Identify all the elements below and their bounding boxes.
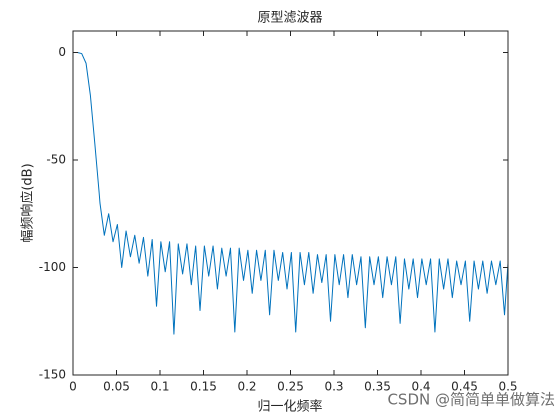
x-tick-label: 0.35 xyxy=(364,380,391,394)
x-axis-label: 归一化频率 xyxy=(257,399,322,415)
chart-title: 原型滤波器 xyxy=(257,11,322,26)
y-tick-label: -150 xyxy=(39,368,66,382)
x-tick-label: 0.2 xyxy=(237,380,256,394)
y-axis-label: 幅频响应(dB) xyxy=(20,163,36,242)
x-tick-label: 0.05 xyxy=(103,380,130,394)
x-tick-label: 0.4 xyxy=(411,380,430,394)
x-tick-label: 0.45 xyxy=(451,380,478,394)
x-tick-label: 0.25 xyxy=(277,380,304,394)
y-tick-label: 0 xyxy=(58,45,66,59)
data-line xyxy=(73,52,509,335)
watermark: CSDN @简简单单做算法 xyxy=(387,391,555,409)
x-tick-label: 0.5 xyxy=(498,380,517,394)
y-tick-label: -50 xyxy=(46,153,66,167)
x-tick-label: 0 xyxy=(69,380,77,394)
y-tick-label: -100 xyxy=(39,260,66,274)
x-tick-label: 0.15 xyxy=(190,380,217,394)
x-tick-label: 0.3 xyxy=(324,380,343,394)
x-tick-label: 0.1 xyxy=(150,380,169,394)
